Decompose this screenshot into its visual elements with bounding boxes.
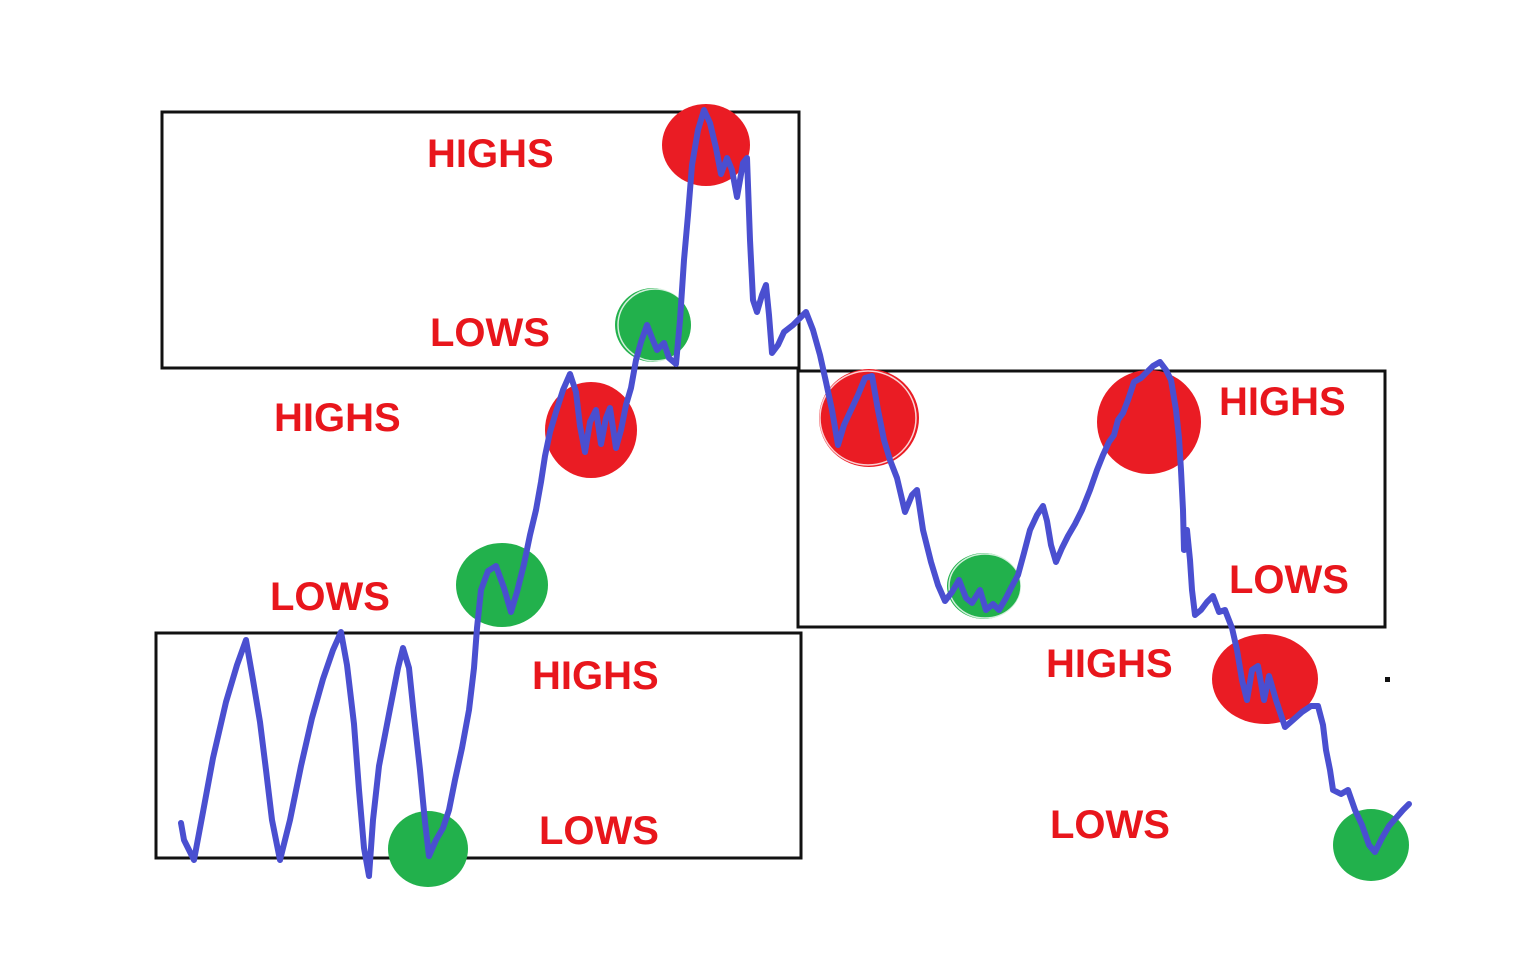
stray-dot xyxy=(1385,677,1390,682)
label-bottom-right-highs: HIGHS xyxy=(1046,642,1173,686)
label-top-lows: LOWS xyxy=(430,311,550,355)
swing-high-ring xyxy=(819,370,917,466)
swing-low-marker xyxy=(615,288,691,362)
label-right-box-highs: HIGHS xyxy=(1219,380,1346,424)
label-mid-left-highs: HIGHS xyxy=(274,396,401,440)
label-bottom-right-lows: LOWS xyxy=(1050,803,1170,847)
zone-box-right xyxy=(796,369,1387,629)
price-line xyxy=(178,107,1412,879)
swing-high-marker xyxy=(1097,370,1201,474)
swing-low-ring xyxy=(617,288,693,362)
swing-low-ring xyxy=(948,553,1022,619)
label-bottom-lows: LOWS xyxy=(539,809,659,853)
zone-box-top xyxy=(160,110,801,370)
label-bottom-highs: HIGHS xyxy=(532,654,659,698)
label-top-highs: HIGHS xyxy=(427,132,554,176)
swing-high-marker xyxy=(819,369,919,467)
label-mid-left-lows: LOWS xyxy=(270,575,390,619)
label-right-box-lows: LOWS xyxy=(1229,558,1349,602)
